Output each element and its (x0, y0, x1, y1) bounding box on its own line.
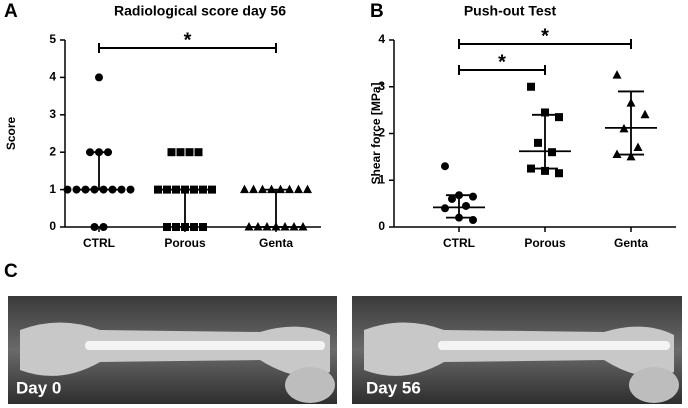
data-point (167, 148, 176, 157)
significance-bar (458, 65, 546, 75)
range-bar (86, 151, 112, 191)
y-tick-label: 4 (378, 32, 385, 46)
y-tick-label: 3 (49, 107, 56, 121)
y-tick-label: 2 (49, 144, 56, 158)
y-axis-label: Score (4, 117, 18, 151)
range-bar (263, 188, 289, 228)
y-tick-label: 4 (49, 70, 56, 84)
data-point (90, 223, 99, 231)
data-point (462, 201, 470, 210)
data-point (95, 73, 103, 82)
data-point (63, 185, 72, 194)
data-point (527, 164, 535, 173)
data-point (258, 184, 267, 194)
y-tick-label: 1 (378, 172, 385, 186)
xray-image (352, 296, 682, 404)
range-bar (446, 194, 472, 219)
data-point (240, 184, 249, 194)
data-point (208, 185, 216, 194)
significance-label: * (498, 51, 506, 73)
data-point (548, 148, 556, 157)
data-point (626, 151, 636, 161)
x-tick-label: Porous (164, 236, 206, 250)
data-point (541, 166, 549, 175)
data-point (612, 70, 622, 79)
y-tick-label: 0 (378, 219, 385, 233)
significance-label: * (541, 25, 549, 47)
x-tick-label: Porous (524, 236, 566, 250)
y-tick-label: 3 (378, 79, 385, 93)
data-point (249, 184, 258, 194)
data-point (612, 149, 622, 159)
range-bar (532, 113, 558, 170)
data-point (469, 192, 477, 201)
data-point (303, 184, 312, 194)
x-tick-label: Genta (259, 236, 293, 250)
significance-bar (98, 43, 277, 53)
y-tick-label: 0 (49, 219, 56, 233)
data-point (527, 82, 535, 91)
data-point (441, 162, 449, 171)
data-point (640, 109, 650, 119)
data-point (448, 194, 456, 203)
data-point (633, 142, 643, 152)
data-point (285, 184, 294, 194)
data-point (99, 223, 108, 231)
y-axis-label: Shear force [MPa] (369, 82, 383, 184)
x-tick-label: CTRL (83, 236, 115, 250)
data-point (163, 223, 171, 231)
image-label: Day 0 (16, 378, 61, 397)
panel-label: C (4, 261, 18, 282)
data-point (294, 184, 303, 194)
panel-label: A (4, 1, 18, 22)
data-point (534, 138, 542, 147)
data-point (185, 148, 194, 157)
range-bar (618, 90, 644, 156)
data-point (541, 108, 549, 117)
significance-label: * (184, 29, 192, 51)
x-tick-label: Genta (614, 236, 648, 250)
data-point (244, 222, 254, 231)
data-point (199, 223, 207, 231)
y-tick-label: 2 (378, 126, 385, 140)
xray-image (8, 296, 337, 404)
y-tick-label: 1 (49, 182, 56, 196)
chart-title: Push-out Test (464, 3, 557, 19)
y-tick-label: 5 (49, 32, 56, 46)
data-point (441, 204, 449, 213)
panel-label: B (370, 1, 384, 22)
data-point (555, 113, 563, 122)
data-point (298, 222, 308, 231)
data-point (555, 169, 563, 178)
x-tick-label: CTRL (443, 236, 475, 250)
chart-title: Radiological score day 56 (114, 3, 286, 19)
data-point (194, 148, 203, 157)
data-point (154, 185, 162, 194)
image-label: Day 56 (366, 378, 421, 397)
data-point (176, 148, 185, 157)
significance-bar (458, 39, 632, 49)
range-bar (172, 188, 198, 228)
data-point (126, 185, 135, 194)
